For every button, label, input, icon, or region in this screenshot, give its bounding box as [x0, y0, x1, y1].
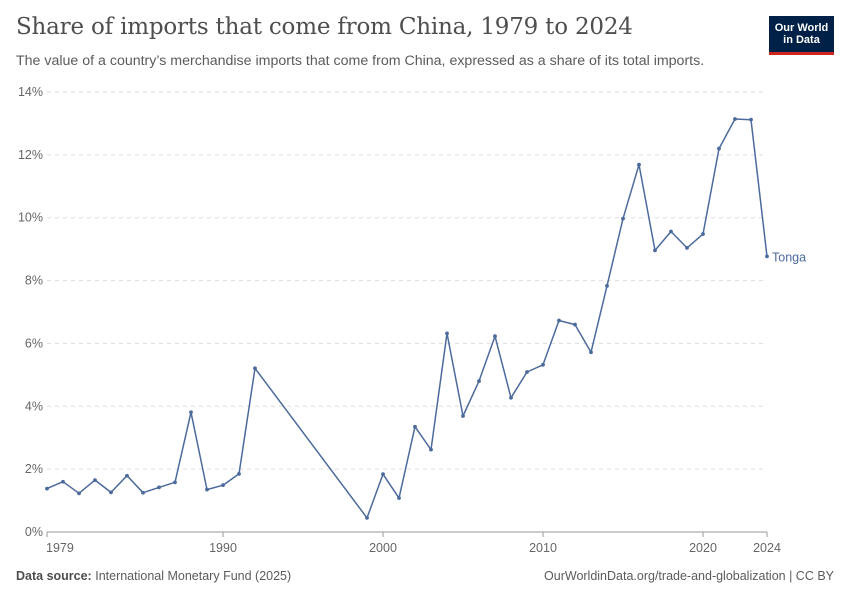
x-tick-label: 1990: [209, 541, 237, 555]
x-tick-label: 2020: [689, 541, 717, 555]
data-point: [493, 334, 497, 339]
data-point: [477, 379, 481, 384]
x-tick-label: 2000: [369, 541, 397, 555]
y-tick-label: 6%: [25, 336, 43, 350]
data-point: [701, 232, 705, 236]
logo-line-1: Our World: [774, 22, 829, 34]
data-point: [509, 395, 513, 400]
data-point: [525, 370, 529, 374]
data-point: [61, 479, 65, 484]
data-point: [413, 424, 417, 429]
logo-line-2: in Data: [783, 34, 820, 46]
data-source-link[interactable]: International Monetary Fund (2025): [95, 569, 292, 583]
data-point: [237, 471, 241, 476]
data-source-label: Data source:: [16, 569, 92, 583]
data-point: [189, 410, 193, 415]
data-point: [653, 248, 657, 253]
data-point: [45, 486, 49, 491]
data-point: [637, 162, 641, 167]
data-point: [717, 146, 721, 151]
y-tick-label: 2%: [25, 462, 43, 476]
series-label-tonga: Tonga: [772, 250, 806, 264]
y-tick-label: 12%: [18, 148, 43, 162]
data-point: [253, 366, 257, 371]
chart-title: Share of imports that come from China, 1…: [16, 14, 633, 40]
footer-attribution[interactable]: OurWorldinData.org/trade-and-globalizati…: [544, 569, 834, 583]
y-tick-label: 14%: [18, 85, 43, 99]
data-point: [749, 117, 753, 122]
data-point: [157, 485, 161, 490]
y-tick-label: 8%: [25, 274, 43, 288]
y-tick-label: 10%: [18, 211, 43, 225]
data-point: [557, 318, 561, 323]
data-source: Data source: International Monetary Fund…: [16, 569, 291, 583]
data-point: [573, 322, 577, 327]
y-tick-label: 0%: [25, 525, 43, 539]
data-point: [173, 480, 177, 485]
data-point: [765, 254, 769, 259]
data-point: [93, 478, 97, 483]
data-point: [589, 350, 593, 355]
data-point: [621, 216, 625, 221]
data-point: [669, 229, 673, 234]
data-point: [77, 491, 81, 496]
data-point: [109, 490, 113, 495]
y-tick-label: 4%: [25, 399, 43, 413]
data-point: [125, 473, 129, 478]
data-point: [429, 447, 433, 452]
data-point: [397, 496, 401, 500]
chart-subtitle: The value of a country’s merchandise imp…: [16, 53, 705, 69]
data-point: [365, 515, 369, 520]
data-point: [381, 472, 385, 477]
data-point: [605, 284, 609, 288]
x-tick-label: 1979: [46, 541, 74, 555]
data-point: [541, 362, 545, 367]
data-point: [685, 245, 689, 250]
data-point: [461, 414, 465, 418]
x-tick-label: 2024: [753, 541, 781, 555]
data-point: [141, 490, 145, 495]
owid-logo[interactable]: Our World in Data: [769, 16, 834, 55]
data-point: [733, 117, 737, 121]
line-chart: 0% 2% 4% 6% 8% 10% 12% 14% 1979 1990 2000 2010 2020 2…: [18, 85, 806, 555]
series-line-tonga: [46, 118, 768, 519]
data-point: [205, 487, 209, 492]
data-point: [221, 483, 225, 488]
x-tick-label: 2010: [529, 541, 557, 555]
data-point: [445, 331, 449, 336]
